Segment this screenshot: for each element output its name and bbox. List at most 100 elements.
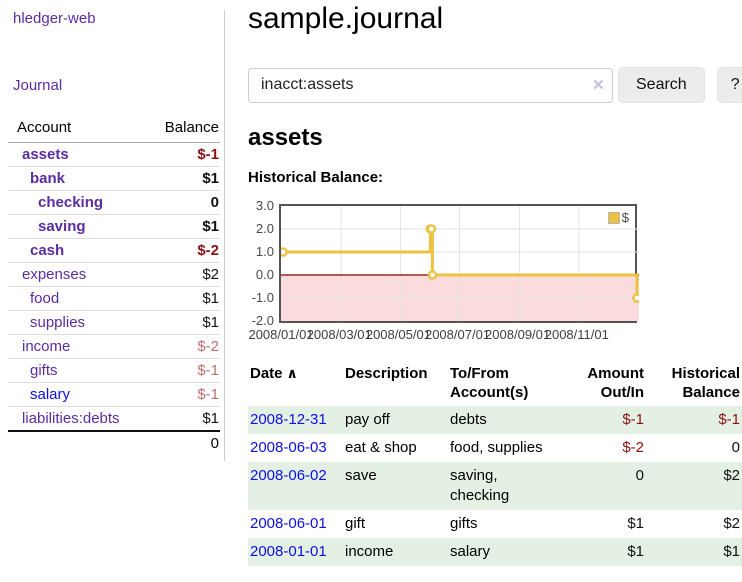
sidebar: hledger-web Journal Account Balance asse… bbox=[0, 0, 233, 566]
x-tick-label: 2008/05/01 bbox=[365, 327, 431, 342]
account-balance: $-2 bbox=[142, 238, 220, 263]
register-row: 2008-06-03 eat & shop food, supplies $-2 0 bbox=[248, 434, 742, 462]
transaction-description: income bbox=[345, 543, 394, 560]
accounts-table: Account Balance assets $-1 bank $1 checking 0… bbox=[8, 116, 220, 455]
account-link[interactable]: assets bbox=[22, 146, 69, 163]
transaction-date-link[interactable]: 2008-12-31 bbox=[250, 411, 327, 428]
account-link[interactable]: expenses bbox=[22, 266, 87, 283]
app: hledger-web Journal Account Balance asse… bbox=[0, 0, 742, 566]
transaction-amount: $1 bbox=[627, 515, 644, 532]
account-link[interactable]: income bbox=[22, 338, 71, 355]
transaction-accounts: gifts bbox=[450, 515, 478, 532]
transaction-balance: $-1 bbox=[718, 411, 740, 428]
transaction-description: pay off bbox=[345, 411, 390, 428]
transaction-date-link[interactable]: 2008-06-01 bbox=[250, 515, 327, 532]
transaction-balance: $2 bbox=[723, 515, 740, 532]
y-tick-label: 0.0 bbox=[255, 267, 274, 282]
register-table: Date ∧ Description To/From Account(s) Amo… bbox=[248, 360, 742, 566]
account-heading: assets bbox=[248, 124, 323, 151]
transaction-date-link[interactable]: 2008-01-01 bbox=[250, 543, 327, 560]
account-link[interactable]: liabilities:debts bbox=[22, 410, 120, 427]
account-balance: $1 bbox=[142, 166, 220, 191]
y-tick-label: 3.0 bbox=[255, 198, 274, 213]
account-balance: $1 bbox=[142, 286, 220, 311]
x-tick-label: 2008/11/01 bbox=[544, 327, 609, 342]
accounts-total-row: 0 bbox=[8, 430, 220, 455]
account-balance: $-1 bbox=[142, 358, 220, 383]
account-link[interactable]: bank bbox=[30, 170, 66, 187]
register-tbody: 2008-12-31 pay off debts $-1 $-1 2008-06-03 ea… bbox=[248, 406, 742, 566]
search-input[interactable] bbox=[248, 67, 613, 103]
transaction-description: eat & shop bbox=[345, 439, 417, 456]
register-header-description: Description bbox=[345, 365, 428, 382]
chart-x-axis: 2008/01/01 2008/03/01 2008/05/01 2008/07/01… bbox=[248, 327, 637, 343]
chart-svg bbox=[281, 206, 639, 321]
transaction-balance: $2 bbox=[723, 467, 740, 484]
accounts-header-account: Account bbox=[17, 119, 72, 136]
transaction-amount: $-2 bbox=[622, 439, 644, 456]
register-row: 2008-01-01 income salary $1 $1 bbox=[248, 538, 742, 566]
transaction-accounts: salary bbox=[450, 543, 491, 560]
transaction-accounts: debts bbox=[450, 411, 487, 428]
y-tick-label: -1.0 bbox=[251, 290, 274, 305]
register-header-accounts: To/From Account(s) bbox=[450, 365, 529, 401]
legend-swatch bbox=[607, 211, 620, 224]
account-row: bank $1 bbox=[8, 166, 220, 191]
account-balance: $1 bbox=[142, 406, 220, 431]
account-row: cash $-2 bbox=[8, 238, 220, 263]
search-row: × Search ? bbox=[248, 67, 742, 103]
account-row: income $-2 bbox=[8, 334, 220, 359]
search-box: × bbox=[248, 67, 613, 103]
sort-ascending-icon: ∧ bbox=[286, 365, 298, 381]
register-header-amount: Amount Out/In bbox=[587, 365, 644, 401]
register-row: 2008-06-02 save saving, checking 0 $2 bbox=[248, 462, 742, 510]
account-row: expenses $2 bbox=[8, 262, 220, 287]
chart-plot-area: $ bbox=[279, 204, 639, 323]
chart-legend: $ bbox=[605, 209, 631, 226]
search-button[interactable]: Search bbox=[618, 67, 705, 103]
x-tick-label: 2008/03/01 bbox=[306, 327, 372, 342]
register-header-date[interactable]: Date ∧ bbox=[250, 365, 298, 382]
transaction-amount: 0 bbox=[635, 467, 644, 484]
account-balance: $1 bbox=[142, 310, 220, 335]
help-button[interactable]: ? bbox=[716, 67, 742, 103]
transaction-balance: $1 bbox=[723, 543, 740, 560]
y-tick-label: 1.0 bbox=[255, 244, 274, 259]
register-row: 2008-12-31 pay off debts $-1 $-1 bbox=[248, 406, 742, 434]
transaction-date-link[interactable]: 2008-06-03 bbox=[250, 439, 327, 456]
account-balance: $-1 bbox=[142, 142, 220, 167]
y-tick-label: 2.0 bbox=[255, 221, 274, 236]
account-link[interactable]: saving bbox=[38, 218, 86, 235]
account-link[interactable]: cash bbox=[30, 242, 65, 259]
historical-balance-chart: 3.0 2.0 1.0 0.0 -1.0 -2.0 $ 2008/01/01 2008/03… bbox=[248, 197, 742, 345]
accounts-header-balance: Balance bbox=[164, 119, 219, 136]
account-row: saving $1 bbox=[8, 214, 220, 239]
transaction-amount: $1 bbox=[627, 543, 644, 560]
transaction-description: gift bbox=[345, 515, 366, 532]
chart-label: Historical Balance: bbox=[248, 169, 384, 186]
account-link[interactable]: checking bbox=[38, 194, 104, 211]
transaction-description: save bbox=[345, 467, 377, 484]
app-title-link[interactable]: hledger-web bbox=[13, 10, 96, 27]
account-row: food $1 bbox=[8, 286, 220, 311]
transaction-date-link[interactable]: 2008-06-02 bbox=[250, 467, 327, 484]
account-link[interactable]: salary bbox=[30, 386, 71, 403]
accounts-total-value: 0 bbox=[8, 430, 220, 455]
account-row: liabilities:debts $1 bbox=[8, 406, 220, 431]
journal-link[interactable]: Journal bbox=[13, 77, 63, 94]
accounts-tbody: assets $-1 bank $1 checking 0 saving $1 cash $-2 e… bbox=[8, 142, 220, 431]
account-link[interactable]: supplies bbox=[30, 314, 86, 331]
main-content: sample.journal × Search ? assets Histori… bbox=[233, 0, 742, 566]
account-row: gifts $-1 bbox=[8, 358, 220, 383]
page-title: sample.journal bbox=[248, 2, 444, 35]
clear-search-icon[interactable]: × bbox=[592, 74, 604, 96]
account-row: checking 0 bbox=[8, 190, 220, 215]
transaction-accounts: food, supplies bbox=[450, 439, 543, 456]
register-header-balance: Historical Balance bbox=[671, 365, 740, 401]
account-link[interactable]: food bbox=[30, 290, 60, 307]
account-balance: $-2 bbox=[142, 334, 220, 359]
register-row: 2008-06-01 gift gifts $1 $2 bbox=[248, 510, 742, 538]
x-tick-label: 2008/07/01 bbox=[424, 327, 491, 342]
account-balance: 0 bbox=[142, 190, 220, 215]
account-link[interactable]: gifts bbox=[30, 362, 58, 379]
